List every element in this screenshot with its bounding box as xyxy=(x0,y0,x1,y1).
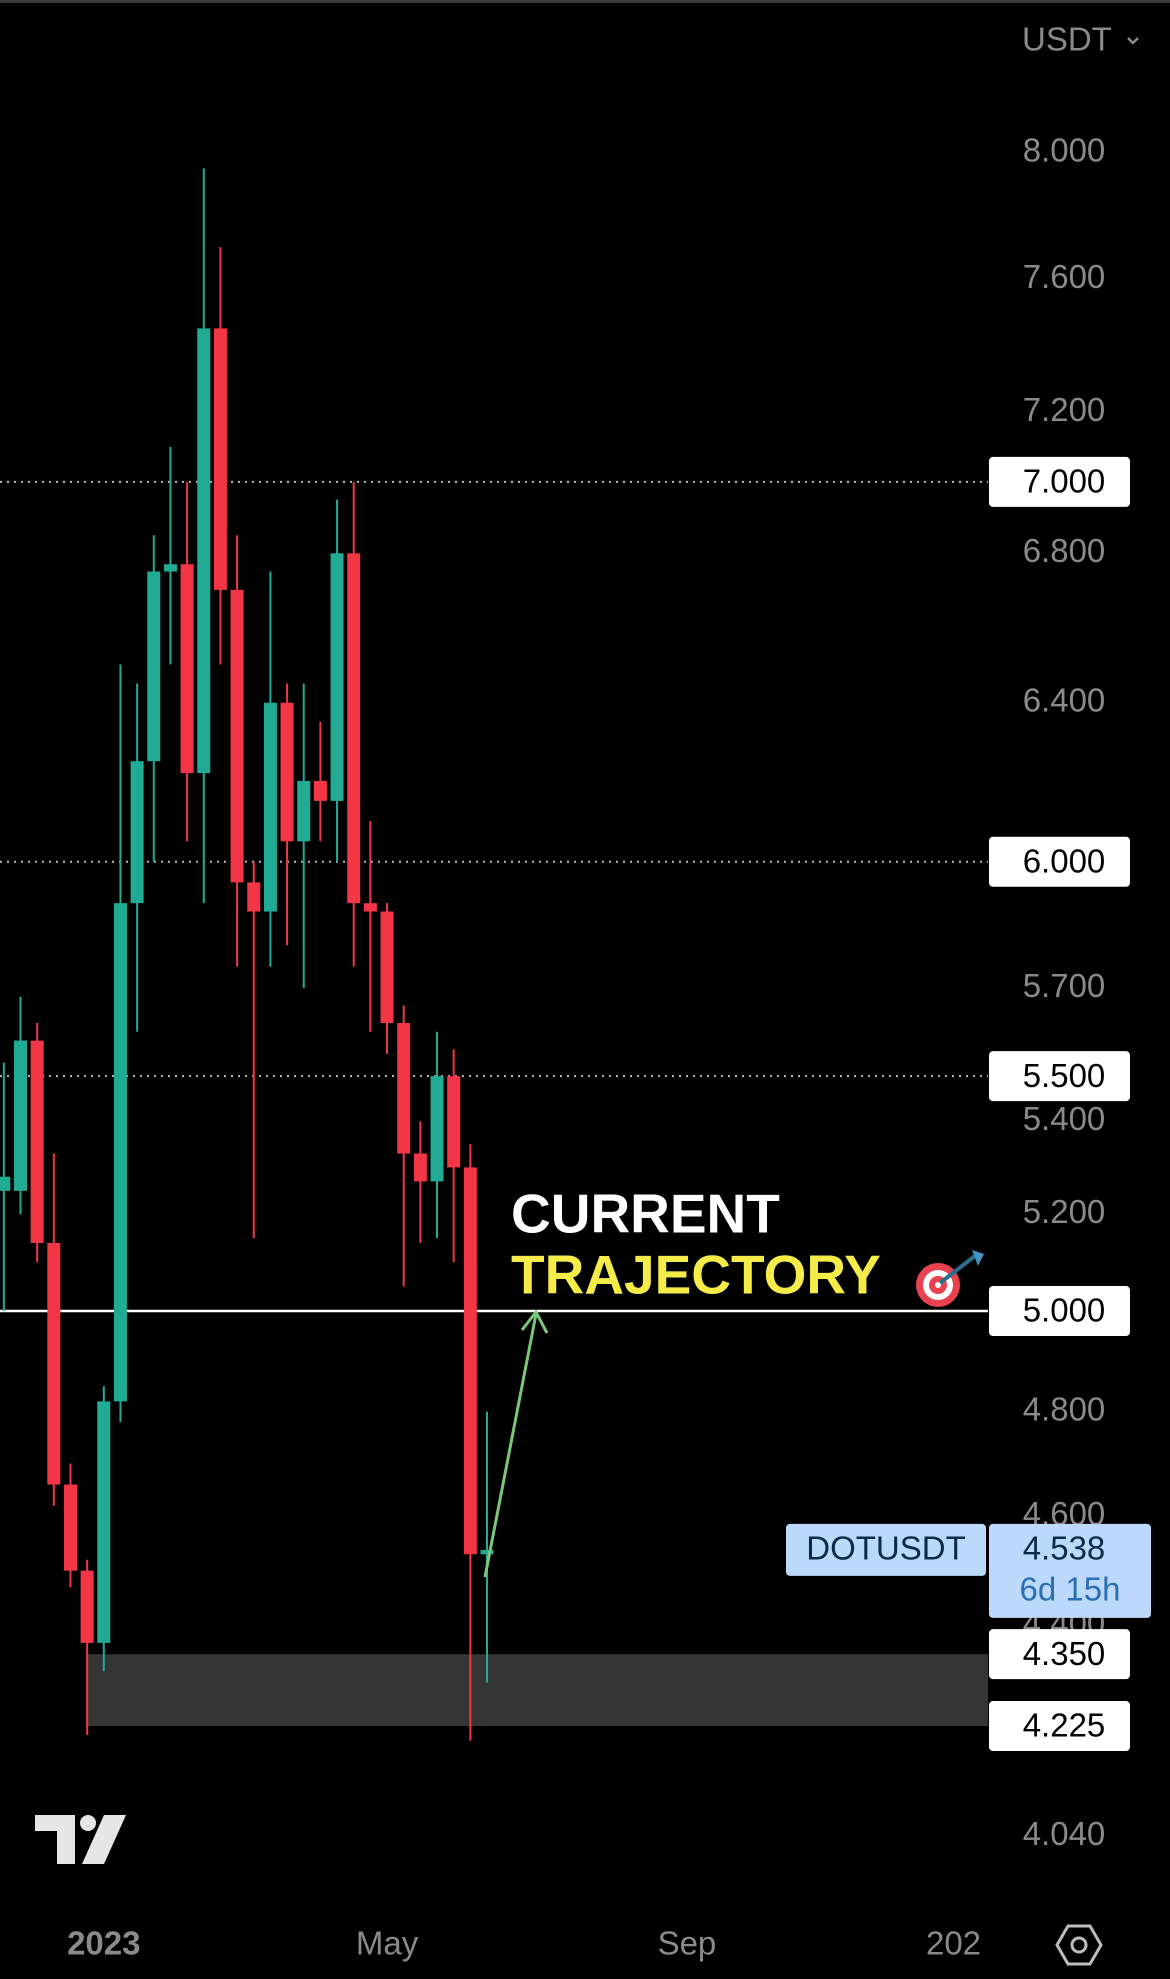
y-tick-label: 4.800 xyxy=(1023,1390,1106,1427)
candle-body xyxy=(30,1040,44,1243)
top-border xyxy=(0,0,1170,3)
candle-body xyxy=(380,911,394,1023)
price-level-label: 5.500 xyxy=(1023,1057,1106,1094)
candle-body xyxy=(480,1549,494,1555)
candle-body xyxy=(230,589,244,883)
candle-body xyxy=(247,882,261,912)
y-tick-label: 5.200 xyxy=(1023,1193,1106,1230)
zone-level-label: 4.225 xyxy=(1023,1707,1106,1744)
currency-label[interactable]: USDT xyxy=(1022,21,1112,58)
candle-body xyxy=(263,702,277,912)
candle-body xyxy=(430,1076,444,1182)
candle-body xyxy=(413,1153,427,1182)
candle-body xyxy=(80,1570,94,1643)
candle-body xyxy=(330,553,344,801)
currency-chevron xyxy=(1127,37,1139,45)
last-price-label: 4.538 xyxy=(1023,1530,1106,1567)
candle-body xyxy=(347,553,361,904)
candle-body xyxy=(47,1242,61,1485)
candle-body xyxy=(280,702,294,842)
y-tick-label: 5.700 xyxy=(1023,967,1106,1004)
symbol-box xyxy=(786,1523,986,1576)
candle-body xyxy=(113,903,127,1402)
target-icon xyxy=(916,1250,984,1307)
price-level-box xyxy=(989,836,1130,887)
y-tick-label: 8.000 xyxy=(1023,132,1106,169)
countdown-label: 6d 15h xyxy=(1020,1571,1121,1608)
y-tick-label: 5.400 xyxy=(1023,1100,1106,1137)
y-tick-label: 7.600 xyxy=(1023,258,1106,295)
candle-body xyxy=(363,903,377,912)
candle-body xyxy=(130,761,144,904)
candle-body xyxy=(213,328,227,590)
x-tick-label: 202 xyxy=(926,1925,981,1962)
candle-body xyxy=(447,1076,461,1168)
candle-body xyxy=(197,328,211,774)
price-level-box xyxy=(989,1051,1130,1102)
last-price-box xyxy=(989,1523,1151,1618)
x-tick-label: May xyxy=(356,1925,419,1962)
annotation-line-1: CURRENT xyxy=(511,1183,780,1245)
y-tick-label: 6.800 xyxy=(1023,532,1106,569)
zone-level-box xyxy=(989,1701,1130,1752)
annotation-line-2: TRAJECTORY xyxy=(511,1244,881,1306)
candle-body xyxy=(397,1022,411,1154)
candle-body xyxy=(147,571,161,762)
zone-level-box xyxy=(989,1629,1130,1680)
candle-body xyxy=(13,1040,27,1191)
y-tick-label: 4.040 xyxy=(1023,1815,1106,1852)
y-tick-label: 6.400 xyxy=(1023,681,1106,718)
zone-level-label: 4.350 xyxy=(1023,1635,1106,1672)
x-tick-label: 2023 xyxy=(67,1925,140,1962)
settings-icon[interactable] xyxy=(1055,1924,1103,1966)
price-level-box xyxy=(989,1286,1130,1337)
candle-body xyxy=(180,564,194,774)
trajectory-arrow xyxy=(483,1309,549,1578)
tradingview-logo xyxy=(35,1815,126,1864)
candle-body xyxy=(163,564,177,572)
price-level-label: 7.000 xyxy=(1023,463,1106,500)
candle-body xyxy=(63,1484,77,1571)
price-level-label: 6.000 xyxy=(1023,842,1106,879)
candle-body xyxy=(463,1167,477,1555)
y-tick-label: 7.200 xyxy=(1023,391,1106,428)
candle-body xyxy=(97,1401,111,1643)
support-zone xyxy=(86,1654,988,1727)
symbol-label: DOTUSDT xyxy=(806,1530,966,1567)
candle-body xyxy=(297,780,311,842)
price-level-label: 5.000 xyxy=(1023,1292,1106,1329)
price-level-box xyxy=(989,456,1130,507)
candle-body xyxy=(0,1176,11,1191)
candle-body xyxy=(313,780,327,801)
x-tick-label: Sep xyxy=(658,1925,717,1962)
